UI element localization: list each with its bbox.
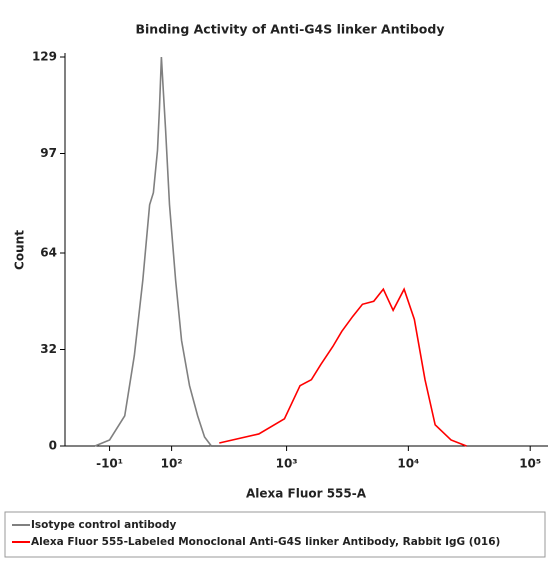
histogram-line	[219, 287, 467, 447]
y-tick-label: 97	[40, 146, 57, 160]
y-tick-label: 129	[32, 50, 57, 64]
x-axis-label: Alexa Fluor 555-A	[246, 487, 367, 501]
x-tick-label: 10³	[276, 457, 298, 471]
y-tick-label: 0	[49, 439, 57, 453]
y-axis-label: Count	[13, 230, 27, 270]
histogram-line	[94, 56, 212, 447]
legend-label: Isotype control antibody	[31, 519, 177, 531]
legend-label: Alexa Fluor 555-Labeled Monoclonal Anti-…	[31, 536, 500, 548]
x-tick-label: 10⁴	[397, 457, 419, 471]
y-tick-label: 32	[40, 342, 57, 356]
x-tick-label: -10¹	[96, 457, 123, 471]
chart-title: Binding Activity of Anti-G4S linker Anti…	[135, 22, 444, 37]
y-tick-label: 64	[40, 246, 57, 260]
x-tick-label: 10⁵	[519, 457, 541, 471]
legend-box	[4, 511, 546, 558]
x-tick-label: 10²	[161, 457, 183, 471]
